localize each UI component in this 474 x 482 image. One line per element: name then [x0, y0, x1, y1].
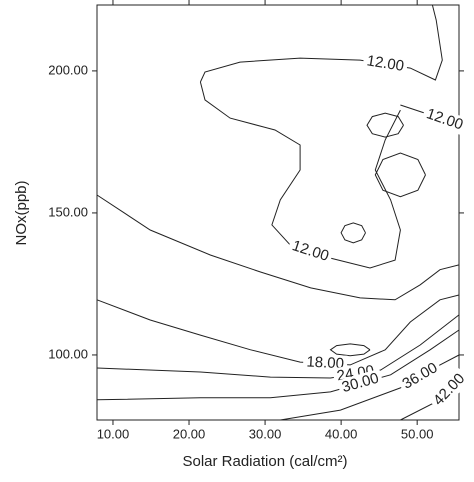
- y-tick-label: 100.00: [48, 346, 88, 361]
- x-tick-label: 40.00: [325, 426, 358, 441]
- contour-line: [96, 194, 460, 301]
- contour-line: [329, 343, 371, 357]
- contour-label-bg: [362, 51, 409, 77]
- contour-line: [340, 222, 366, 244]
- contour-label-group: 12.00: [362, 51, 409, 77]
- contour-label-group: 12.00: [420, 104, 469, 136]
- x-tick-label: 50.00: [401, 426, 434, 441]
- contour-line: [96, 314, 460, 379]
- contour-label-bg: [286, 236, 335, 267]
- x-tick-label: 30.00: [249, 426, 282, 441]
- contour-label: 36.00: [399, 359, 440, 393]
- y-tick-label: 150.00: [48, 204, 88, 219]
- contour-label-bg: [420, 104, 469, 136]
- contour-line: [280, 354, 460, 421]
- x-axis-label: Solar Radiation (cal/cm²): [182, 453, 347, 470]
- x-tick-label: 10.00: [97, 426, 130, 441]
- contour-line: [374, 152, 426, 198]
- contour-line: [96, 329, 460, 401]
- contour-label-bg: [336, 368, 385, 399]
- x-tick-label: 20.00: [173, 426, 206, 441]
- y-axis-label: NOx(ppb): [13, 180, 30, 245]
- contour-label: 18.00: [306, 353, 344, 372]
- contour-label-group: 12.00: [286, 236, 335, 267]
- contour-line: [366, 112, 404, 138]
- contour-label-bg: [427, 367, 472, 413]
- contour-label: 12.00: [365, 52, 405, 75]
- contour-label-bg: [396, 357, 444, 396]
- y-tick-label: 200.00: [48, 62, 88, 77]
